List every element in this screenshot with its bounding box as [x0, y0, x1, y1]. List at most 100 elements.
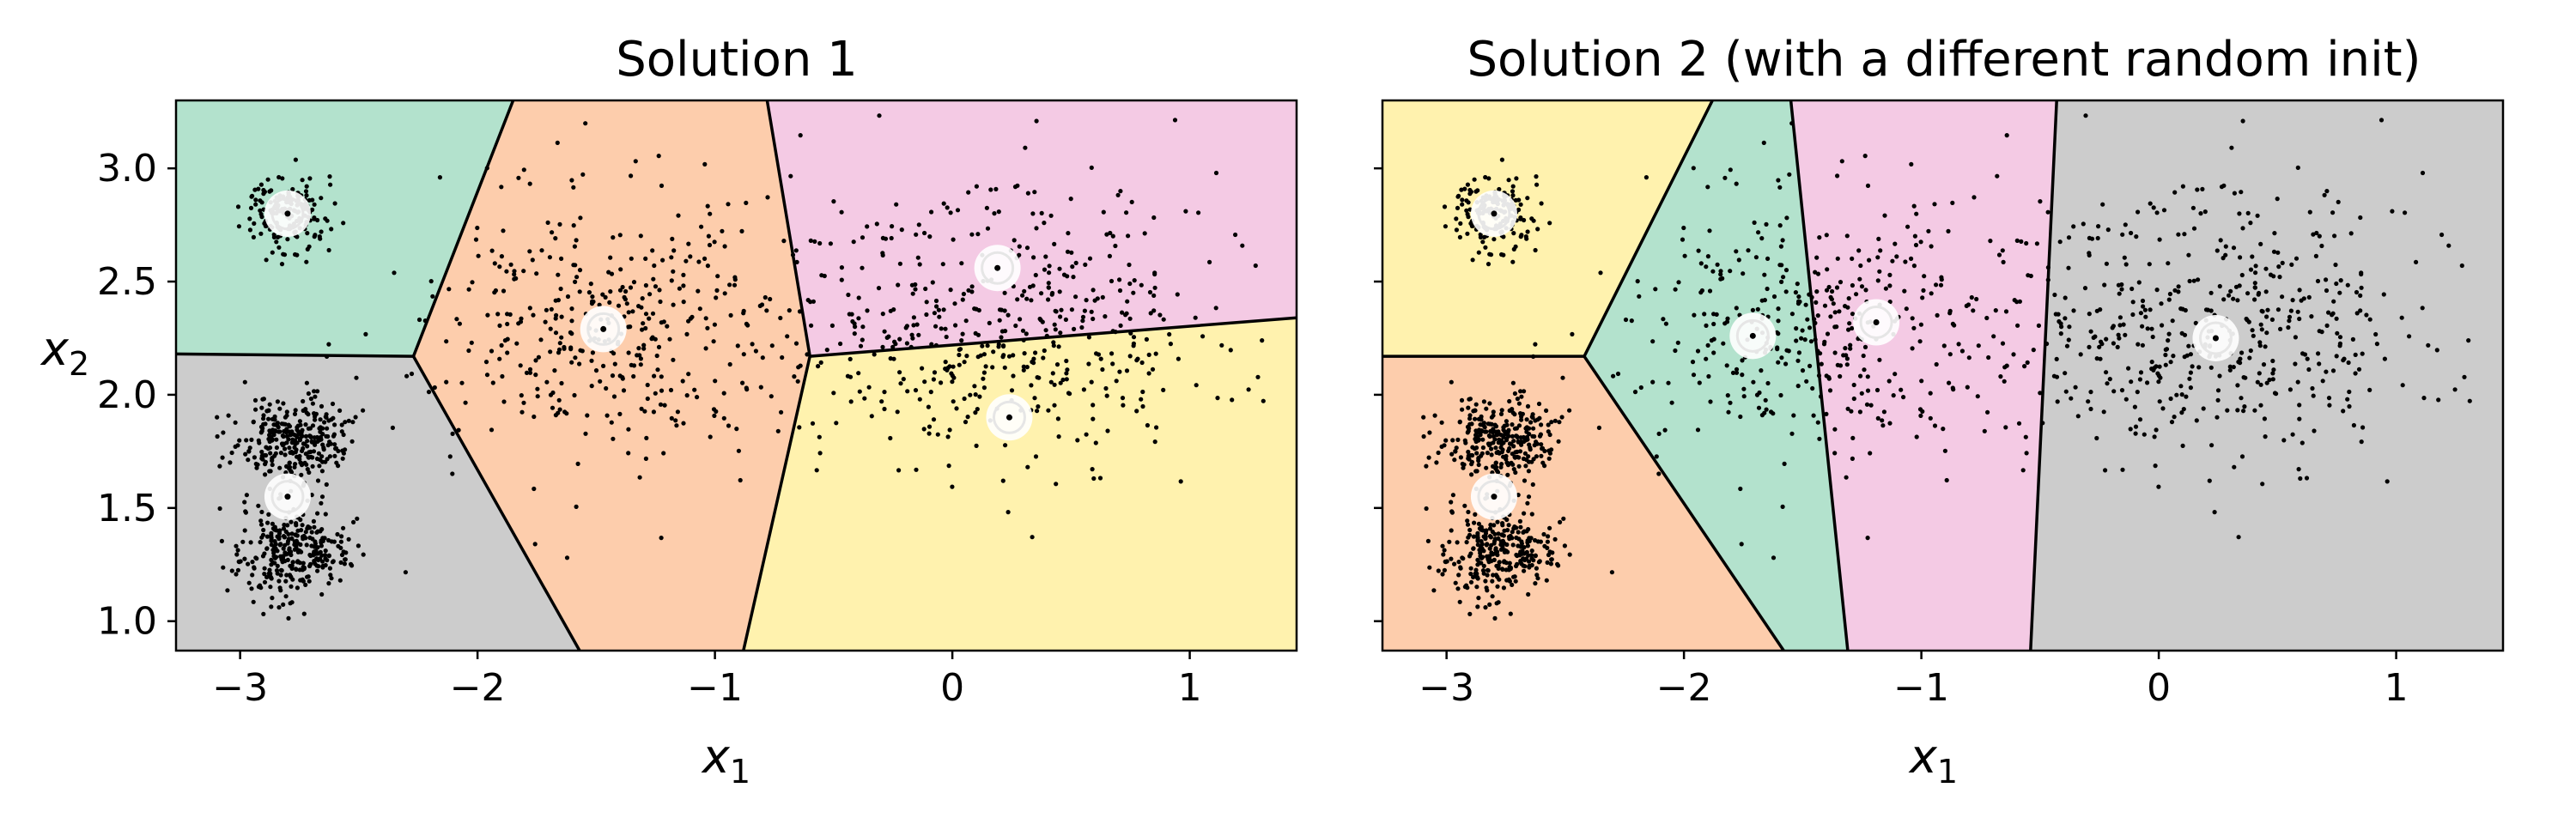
- data-point: [897, 370, 902, 375]
- data-point: [2288, 308, 2293, 313]
- data-point: [588, 282, 593, 287]
- data-point: [266, 571, 271, 576]
- data-point: [1193, 315, 1198, 320]
- data-point: [2290, 298, 2295, 303]
- data-point: [920, 366, 925, 371]
- data-point: [337, 408, 343, 413]
- data-point: [2259, 327, 2264, 332]
- data-point: [1497, 186, 1502, 192]
- data-point: [1024, 296, 1030, 301]
- data-point: [1052, 382, 1057, 387]
- data-point: [2161, 208, 2167, 213]
- data-point: [1465, 522, 1471, 527]
- data-point: [1857, 409, 1862, 415]
- data-point: [762, 294, 768, 300]
- data-point: [2300, 440, 2305, 445]
- data-point: [2326, 310, 2331, 315]
- data-point: [262, 572, 267, 577]
- decision-boundary: [765, 100, 811, 358]
- data-point: [2306, 367, 2312, 373]
- data-point: [1005, 312, 1011, 318]
- data-point: [1912, 233, 1917, 239]
- data-point: [2269, 317, 2275, 322]
- data-point: [2218, 238, 2223, 243]
- data-point: [793, 248, 799, 253]
- data-point: [1883, 286, 1888, 291]
- data-point: [518, 319, 524, 324]
- data-point: [1663, 321, 1668, 326]
- data-point: [1489, 550, 1494, 555]
- data-point: [2359, 270, 2364, 276]
- data-point: [1534, 441, 1540, 446]
- data-point: [1635, 279, 1640, 284]
- data-point: [300, 462, 305, 467]
- data-point: [2360, 351, 2365, 356]
- data-point: [1480, 528, 1485, 533]
- data-point: [712, 322, 718, 327]
- data-point: [778, 315, 783, 321]
- data-point: [1134, 409, 1139, 414]
- data-point: [2111, 341, 2116, 346]
- data-point: [917, 397, 922, 402]
- data-point: [769, 343, 775, 348]
- data-point: [1000, 478, 1005, 483]
- data-point: [1006, 354, 1012, 359]
- data-point: [1711, 321, 1716, 327]
- data-point: [2034, 241, 2039, 246]
- data-point: [2317, 361, 2322, 367]
- data-point: [2434, 348, 2439, 353]
- data-point: [1560, 375, 1565, 380]
- data-point: [1502, 541, 1507, 546]
- data-point: [1501, 234, 1506, 239]
- data-point: [922, 230, 927, 236]
- data-point: [2420, 306, 2425, 311]
- data-point: [714, 288, 720, 293]
- data-point: [2157, 364, 2162, 369]
- data-point: [692, 387, 697, 392]
- data-point: [651, 276, 656, 282]
- data-point: [1661, 317, 1666, 322]
- data-point: [1794, 338, 1799, 343]
- data-point: [2129, 286, 2135, 292]
- data-point: [1779, 355, 1784, 360]
- data-point: [905, 389, 910, 394]
- data-point: [1510, 542, 1516, 548]
- data-point: [2063, 316, 2068, 321]
- data-point: [2253, 264, 2258, 269]
- data-point: [514, 341, 519, 346]
- data-point: [2257, 371, 2262, 376]
- data-point: [643, 456, 649, 462]
- data-point: [1799, 336, 1804, 341]
- data-point: [1795, 282, 1800, 287]
- data-point: [2038, 391, 2043, 396]
- data-point: [1449, 510, 1455, 515]
- data-point: [2337, 341, 2342, 346]
- data-point: [1098, 356, 1103, 361]
- data-point: [2116, 332, 2121, 337]
- data-point: [1467, 611, 1473, 617]
- data-point: [1515, 397, 1520, 402]
- data-point: [1519, 417, 1524, 422]
- data-point: [860, 324, 866, 330]
- data-point: [292, 411, 298, 416]
- data-point: [1490, 430, 1496, 435]
- data-point: [1458, 455, 1463, 460]
- data-point: [489, 427, 495, 433]
- data-point: [312, 202, 317, 207]
- data-point: [1449, 528, 1454, 533]
- data-point: [314, 456, 320, 462]
- data-point: [306, 391, 311, 397]
- data-point: [2217, 373, 2222, 379]
- data-point: [1498, 445, 1504, 450]
- data-point: [1637, 294, 1642, 299]
- data-point: [1934, 282, 1939, 288]
- data-point: [974, 184, 979, 189]
- data-point: [2163, 347, 2168, 352]
- data-point: [1253, 263, 1258, 269]
- data-point: [1540, 445, 1546, 451]
- data-point: [1517, 553, 1522, 558]
- data-point: [1516, 543, 1521, 548]
- data-point: [2136, 342, 2141, 347]
- data-point: [913, 287, 918, 292]
- data-point: [285, 523, 290, 528]
